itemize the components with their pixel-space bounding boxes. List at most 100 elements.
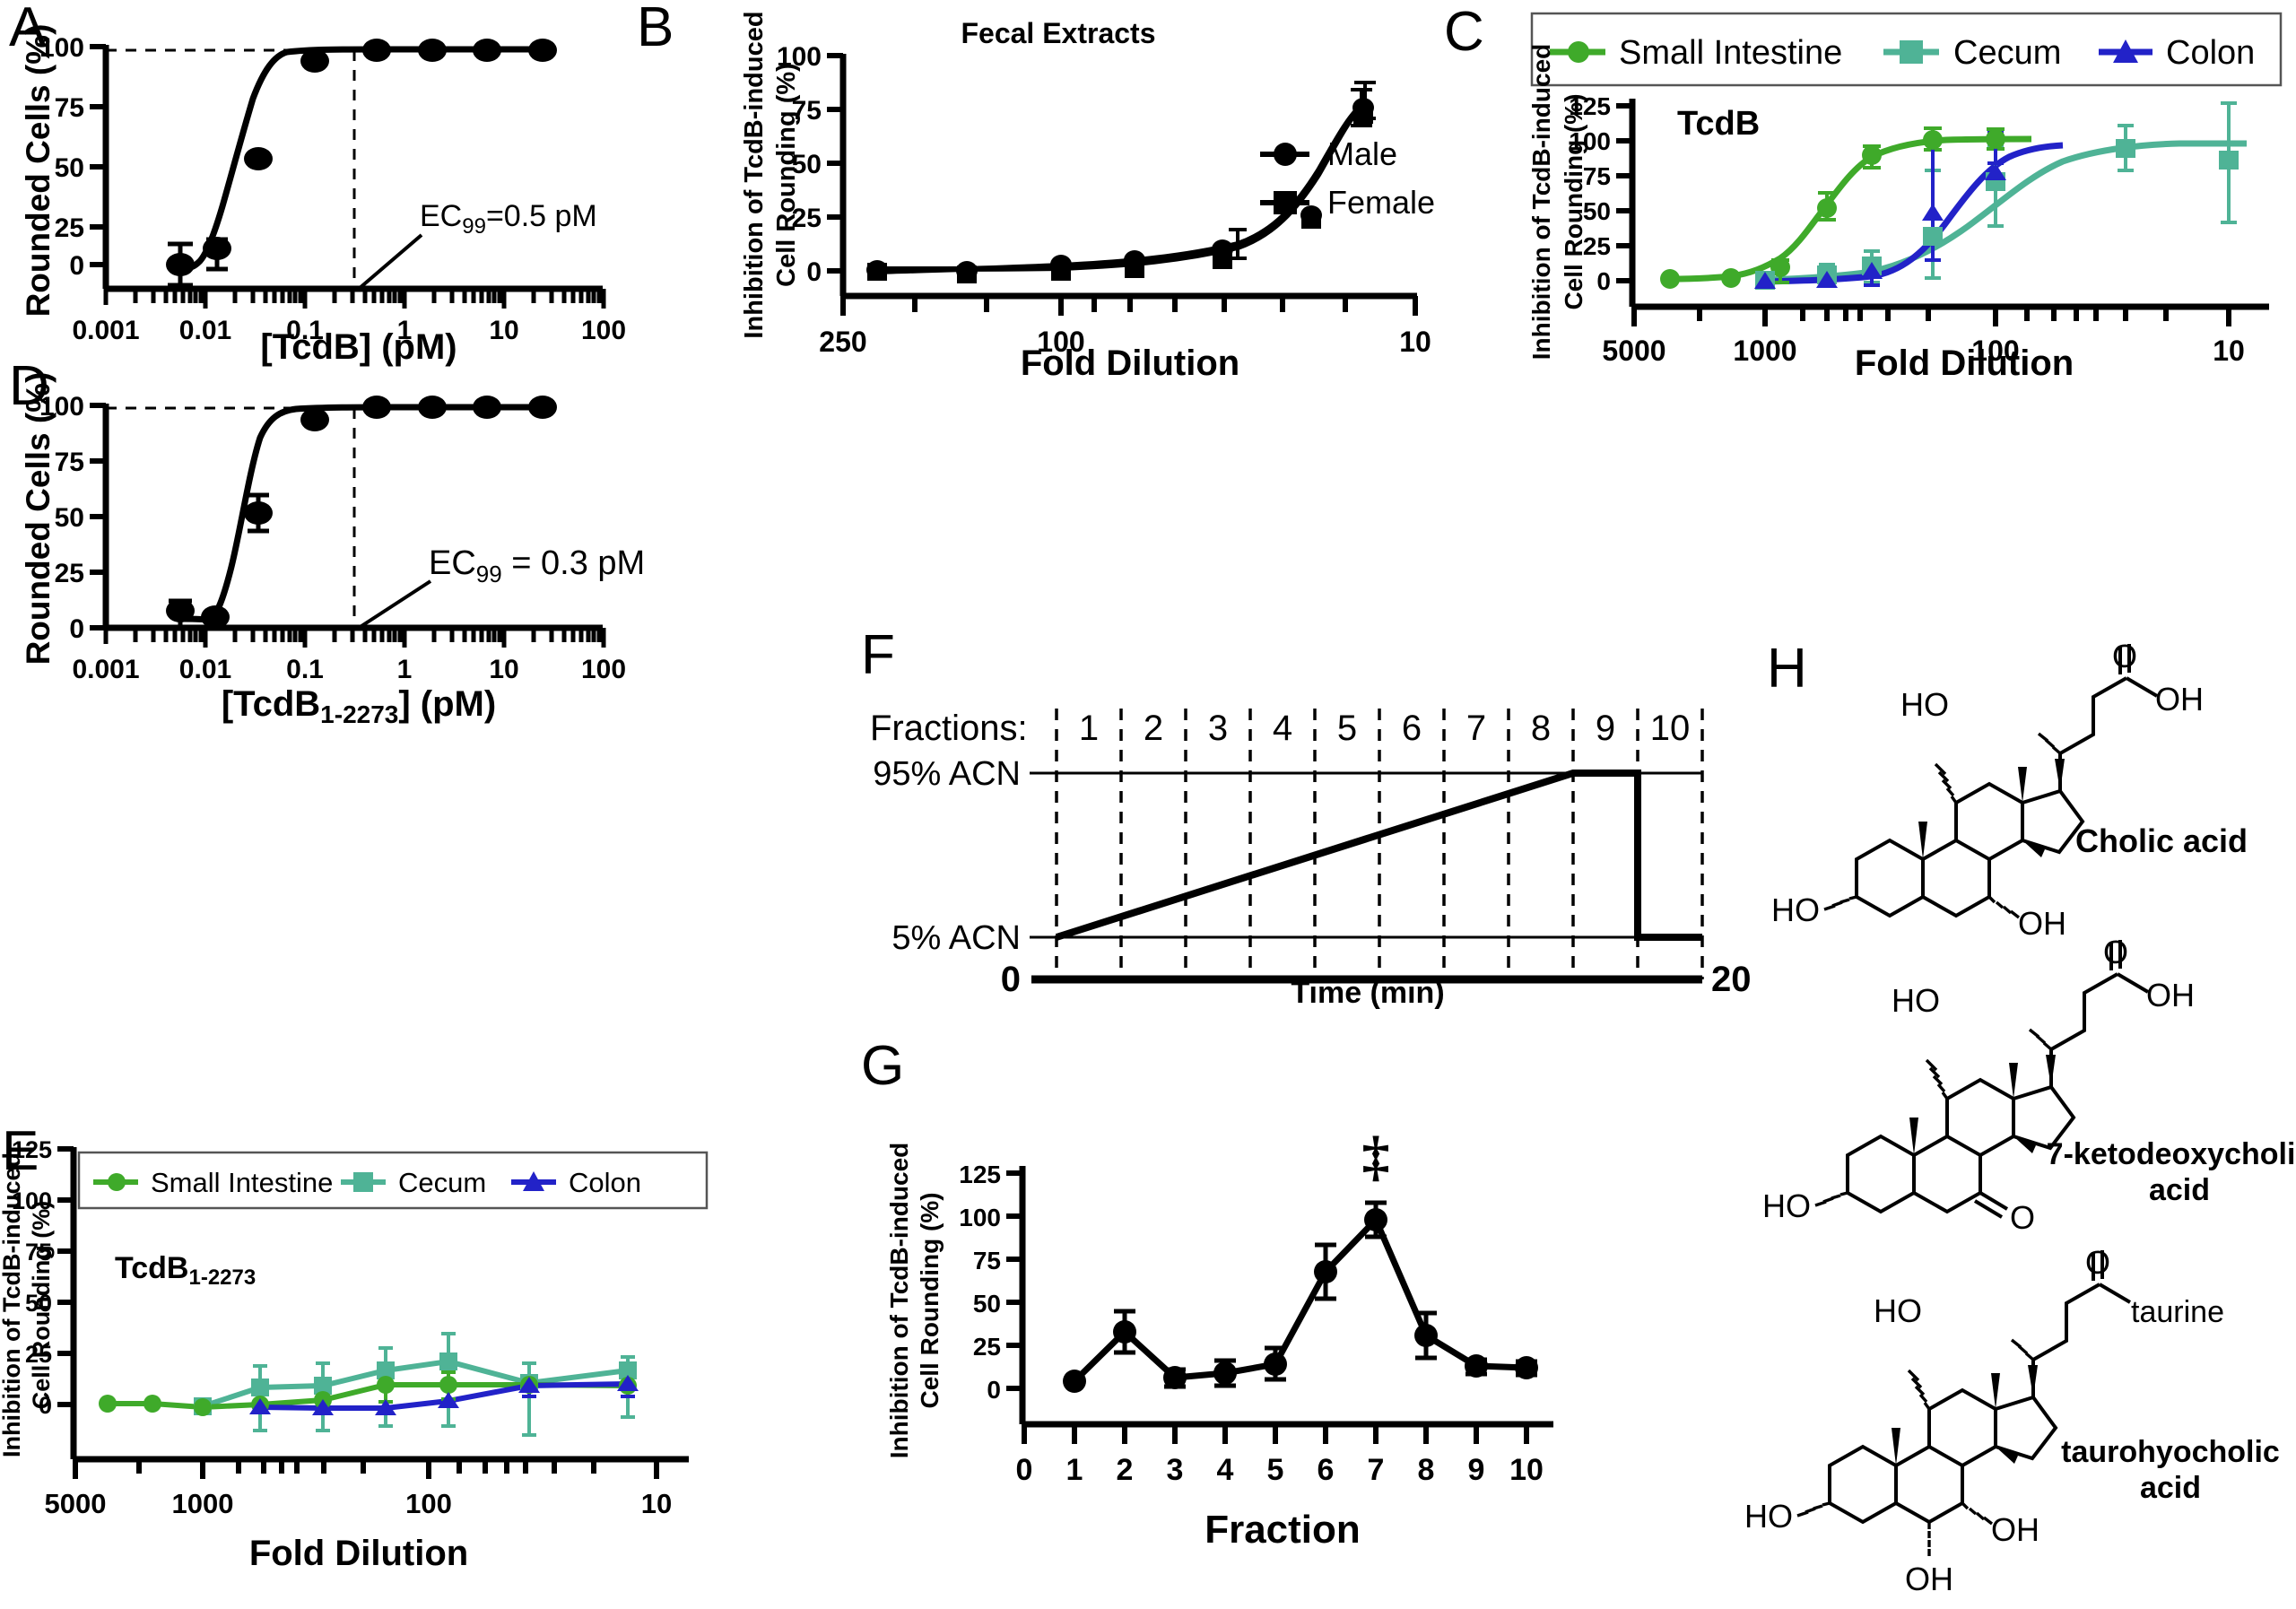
e-legend-marker-small-intestine bbox=[108, 1173, 126, 1191]
e-legend-marker-cecum bbox=[353, 1172, 373, 1192]
f-gradient-trace bbox=[1055, 770, 1702, 941]
g-ylabel-2: Cell Rounding (%) bbox=[916, 1192, 944, 1408]
panel-d: D 100 75 50 25 0 bbox=[0, 359, 645, 729]
g-xtick-3: 3 bbox=[1167, 1453, 1184, 1487]
c-ytick-100: 100 bbox=[1569, 127, 1611, 155]
g-xtick-5: 5 bbox=[1267, 1453, 1284, 1487]
molecule-7-ketodeoxycholic-acid: HO O OH HO O 7-ketodeoxycholic acid bbox=[1762, 934, 2296, 1236]
b-ylabel-2: Cell Rounding (%) bbox=[772, 63, 801, 287]
panel-d-plot: 100 75 50 25 0 bbox=[20, 372, 645, 728]
c-legend-marker-small-intestine bbox=[1568, 41, 1589, 63]
e-curve-small-intestine bbox=[108, 1382, 629, 1411]
chem3-label-oh-right: OH bbox=[1991, 1511, 2039, 1548]
d-xtick-10: 10 bbox=[489, 655, 518, 684]
a-xtick-001: 0.01 bbox=[179, 316, 231, 345]
e-ytick-0: 0 bbox=[39, 1392, 52, 1419]
a-xtick-10: 10 bbox=[489, 316, 518, 345]
g-xtick-8: 8 bbox=[1418, 1453, 1435, 1487]
panel-f-plot: Fractions: 1 2 3 4 5 6 7 8 9 10 bbox=[870, 709, 1752, 1010]
g-xtick-2: 2 bbox=[1117, 1453, 1134, 1487]
e-xtick-1000: 1000 bbox=[172, 1488, 234, 1519]
chem2-label-keto-o: O bbox=[2010, 1199, 2035, 1236]
a-xtick-0001: 0.001 bbox=[72, 316, 139, 345]
c-curve-cecum bbox=[1764, 140, 2247, 283]
e-ytick-25: 25 bbox=[25, 1341, 52, 1368]
a-ytick-0: 0 bbox=[69, 251, 84, 281]
chem3-label-ho-left: HO bbox=[1744, 1498, 1793, 1535]
panel-b: B Fecal Extracts 100 75 50 25 0 bbox=[628, 0, 1435, 383]
b-data-male bbox=[866, 98, 1374, 281]
d-xtick-01: 0.1 bbox=[286, 655, 324, 684]
a-ec99-annotation: EC99=0.5 pM bbox=[420, 199, 597, 239]
e-inner-label: TcdB1-2273 bbox=[115, 1251, 256, 1290]
chem2-label-o: O bbox=[2103, 934, 2128, 970]
panel-a-plot: 100 75 50 25 0 bbox=[20, 24, 626, 367]
b-xtick-10: 10 bbox=[1399, 326, 1431, 358]
chem1-label-ho-left: HO bbox=[1771, 891, 1820, 928]
chem2-name-2: acid bbox=[2149, 1173, 2210, 1207]
panel-c: C Small Intestine Cecum Colon 125 bbox=[1435, 0, 2296, 383]
panel-e: E Small Intestine Cecum Colon 125 100 bbox=[0, 1117, 709, 1605]
c-legend: Small Intestine Cecum Colon bbox=[1550, 34, 2255, 72]
d-ytick-25: 25 bbox=[55, 559, 84, 588]
c-ylabel-2: Cell Rounding (%) bbox=[1560, 93, 1587, 309]
c-ytick-50: 50 bbox=[1583, 197, 1611, 225]
e-ytick-50: 50 bbox=[25, 1290, 52, 1317]
panel-f: F Fractions: 1 2 3 4 5 6 7 8 9 10 bbox=[852, 624, 1758, 1011]
e-data-colon bbox=[249, 1375, 639, 1415]
chem3-label-o: O bbox=[2085, 1244, 2110, 1281]
f-fraction-numbers: 1 2 3 4 5 6 7 8 9 10 bbox=[1079, 709, 1690, 748]
b-ylabel-1: Inhibition of TcdB-induced bbox=[740, 11, 769, 338]
a-ytick-50: 50 bbox=[55, 153, 84, 183]
e-legend: Small Intestine Cecum Colon bbox=[93, 1167, 641, 1198]
a-curve bbox=[178, 46, 556, 273]
f-fraction-4: 4 bbox=[1273, 709, 1292, 748]
d-annot-leader bbox=[357, 579, 432, 630]
chem3-label-taurine: taurine bbox=[2131, 1295, 2224, 1329]
c-curve-small-intestine bbox=[1669, 135, 2032, 283]
f-fraction-8: 8 bbox=[1531, 709, 1551, 748]
g-xtick-10: 10 bbox=[1509, 1453, 1544, 1487]
c-ytick-0: 0 bbox=[1596, 267, 1611, 295]
a-ytick-100: 100 bbox=[39, 33, 84, 63]
c-inner-label: TcdB bbox=[1677, 105, 1760, 143]
c-legend-box bbox=[1530, 12, 2283, 87]
e-xtick-5000: 5000 bbox=[45, 1488, 107, 1519]
panel-b-letter: B bbox=[637, 0, 674, 58]
panel-c-letter: C bbox=[1444, 1, 1484, 63]
c-xtick-1000: 1000 bbox=[1733, 335, 1796, 367]
a-xtick-1: 1 bbox=[397, 316, 413, 345]
g-xtick-0: 0 bbox=[1016, 1453, 1033, 1487]
f-fraction-6: 6 bbox=[1402, 709, 1422, 748]
b-xtick-250: 250 bbox=[819, 326, 866, 358]
a-ytick-75: 75 bbox=[55, 93, 84, 123]
panel-f-letter: F bbox=[861, 624, 895, 686]
e-xlabel: Fold Dilution bbox=[249, 1534, 468, 1573]
d-data-points bbox=[166, 396, 557, 629]
panel-h-letter: H bbox=[1767, 638, 1807, 700]
panel-a-letter: A bbox=[9, 0, 47, 58]
a-data-points bbox=[166, 39, 557, 276]
d-ec99-annotation: EC99 = 0.3 pM bbox=[429, 544, 645, 587]
molecule-cholic-acid: HO O OH HO OH Cholic acid bbox=[1771, 638, 2248, 942]
g-xtick-9: 9 bbox=[1468, 1453, 1485, 1487]
g-ytick-0: 0 bbox=[987, 1376, 1001, 1404]
c-xtick-10: 10 bbox=[2213, 335, 2245, 367]
f-fractions-label: Fractions: bbox=[870, 709, 1028, 748]
g-significance-marker: ‡ bbox=[1362, 1126, 1390, 1187]
chem3-name-2: acid bbox=[2140, 1471, 2201, 1505]
d-xtick-0001: 0.001 bbox=[72, 655, 139, 684]
d-ytick-75: 75 bbox=[55, 448, 84, 477]
c-curve-colon bbox=[1764, 142, 2064, 285]
d-xtick-100: 100 bbox=[581, 655, 626, 684]
c-legend-marker-cecum bbox=[1900, 40, 1923, 64]
b-legend-marker-female bbox=[1274, 191, 1297, 214]
chem3-name-1: taurohyocholic bbox=[2061, 1435, 2280, 1469]
b-ytick-100: 100 bbox=[777, 42, 822, 72]
panel-h: H bbox=[1744, 628, 2296, 1609]
c-xtick-5000: 5000 bbox=[1602, 335, 1665, 367]
e-ylabel-2: Cell Rounding (%) bbox=[28, 1201, 55, 1409]
b-ytick-25: 25 bbox=[792, 204, 822, 233]
g-xtick-4: 4 bbox=[1217, 1453, 1234, 1487]
panel-g: G 125 100 75 50 25 0 bbox=[852, 1031, 1570, 1609]
